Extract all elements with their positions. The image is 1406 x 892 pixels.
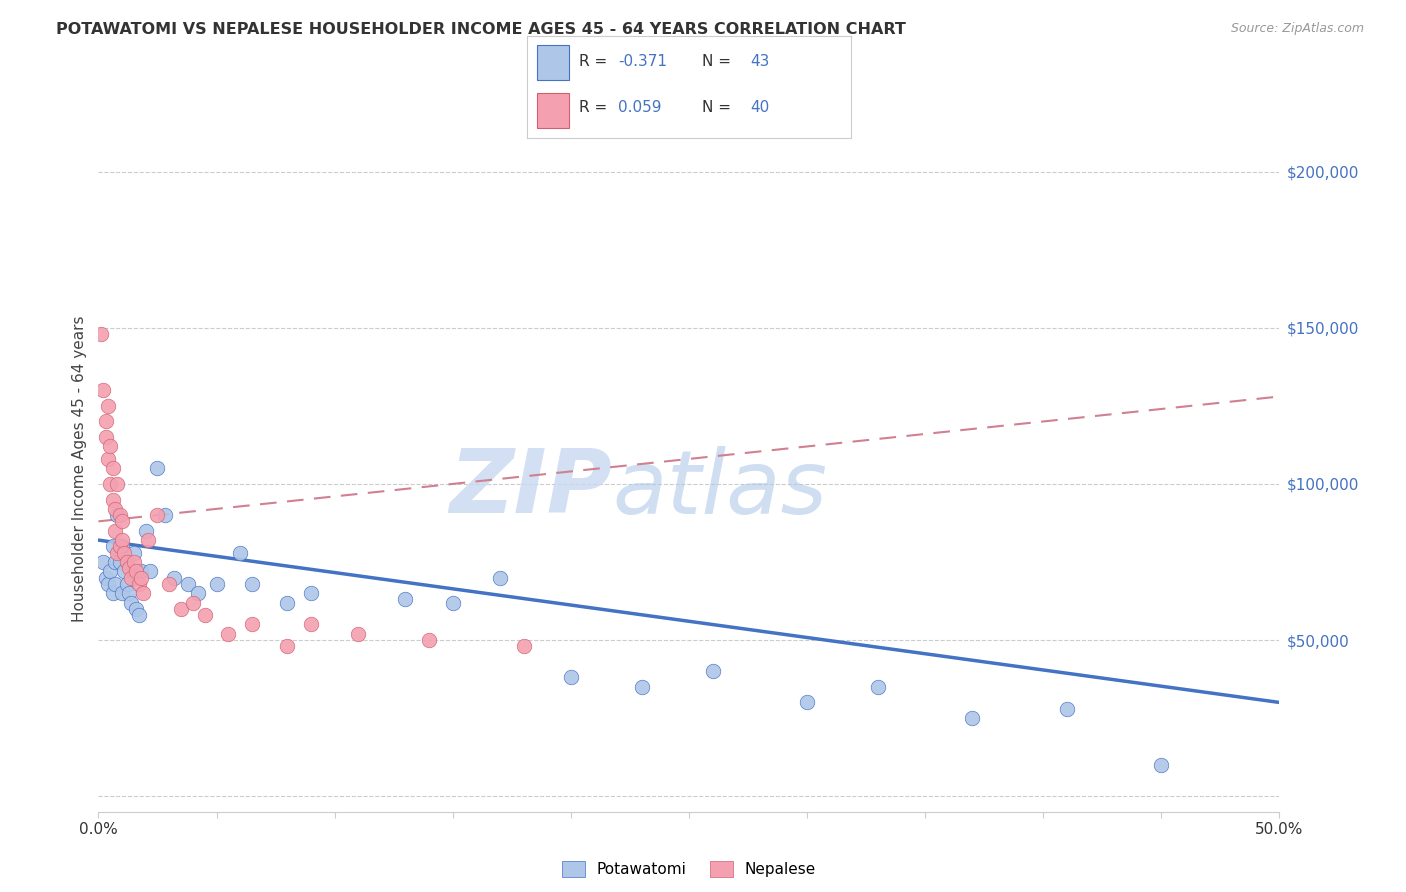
Point [136, 533, 159, 547]
Point [122, 555, 145, 569]
Point [139, 564, 162, 578]
Point [98, 440, 121, 453]
Point [157, 576, 180, 591]
Point [97, 399, 120, 413]
Text: -0.371: -0.371 [617, 54, 666, 70]
Point [132, 586, 155, 600]
Point [121, 596, 143, 610]
Point [97, 451, 120, 466]
Point [276, 596, 298, 610]
Point [347, 626, 370, 640]
Point [121, 571, 143, 585]
Text: Source: ZipAtlas.com: Source: ZipAtlas.com [1230, 22, 1364, 36]
Point [111, 514, 134, 528]
Point [135, 524, 157, 538]
Point [217, 626, 239, 640]
Point [240, 576, 263, 591]
Point [115, 576, 138, 591]
Point [1056, 701, 1078, 715]
Point [146, 461, 169, 475]
Point [441, 596, 464, 610]
Y-axis label: Householder Income Ages 45 - 64 years: Householder Income Ages 45 - 64 years [72, 315, 87, 622]
Point [866, 680, 889, 694]
Point [97, 576, 120, 591]
Point [105, 508, 128, 523]
Point [702, 664, 724, 678]
Point [118, 561, 141, 575]
Point [104, 501, 127, 516]
Point [125, 564, 148, 578]
Text: atlas: atlas [612, 446, 827, 532]
Point [163, 571, 186, 585]
Point [111, 586, 134, 600]
Point [105, 476, 128, 491]
Point [512, 639, 534, 653]
Point [128, 608, 150, 623]
Point [98, 564, 121, 578]
Point [205, 576, 228, 591]
Text: R =: R = [579, 101, 612, 115]
Point [122, 545, 145, 560]
Point [229, 545, 252, 560]
Point [101, 461, 124, 475]
Point [90, 326, 112, 341]
Point [1150, 758, 1173, 772]
Text: N =: N = [702, 101, 735, 115]
Point [108, 555, 131, 569]
Point [108, 508, 131, 523]
Point [630, 680, 652, 694]
Point [146, 508, 169, 523]
Point [489, 571, 512, 585]
Point [104, 555, 127, 569]
Point [796, 696, 818, 710]
Point [104, 576, 127, 591]
Point [153, 508, 176, 523]
Point [91, 555, 114, 569]
Point [108, 539, 131, 553]
Text: ZIP: ZIP [450, 445, 612, 533]
Point [299, 586, 322, 600]
Point [101, 539, 124, 553]
Point [181, 596, 204, 610]
Point [170, 601, 193, 615]
Point [98, 476, 121, 491]
Point [105, 545, 128, 560]
Point [112, 545, 135, 560]
Point [240, 617, 263, 632]
Point [118, 586, 141, 600]
Point [104, 524, 127, 538]
Point [125, 601, 148, 615]
Text: POTAWATOMI VS NEPALESE HOUSEHOLDER INCOME AGES 45 - 64 YEARS CORRELATION CHART: POTAWATOMI VS NEPALESE HOUSEHOLDER INCOM… [56, 22, 905, 37]
Point [115, 555, 138, 569]
Point [101, 586, 124, 600]
Point [94, 430, 117, 444]
FancyBboxPatch shape [537, 45, 569, 79]
Point [394, 592, 416, 607]
Point [418, 633, 440, 648]
Point [94, 571, 117, 585]
Point [94, 414, 117, 428]
Point [187, 586, 209, 600]
Point [111, 539, 134, 553]
Point [276, 639, 298, 653]
Point [91, 384, 114, 398]
Text: N =: N = [702, 54, 735, 70]
Point [299, 617, 322, 632]
Point [101, 492, 124, 507]
Legend: Potawatomi, Nepalese: Potawatomi, Nepalese [555, 855, 823, 883]
Point [112, 564, 135, 578]
Point [129, 571, 152, 585]
Point [962, 711, 984, 725]
Point [194, 608, 217, 623]
Point [129, 564, 152, 578]
Text: 40: 40 [751, 101, 769, 115]
FancyBboxPatch shape [537, 93, 569, 128]
Text: 0.059: 0.059 [617, 101, 661, 115]
Point [560, 671, 582, 685]
Point [111, 533, 134, 547]
Text: R =: R = [579, 54, 612, 70]
Point [177, 576, 200, 591]
Text: 43: 43 [751, 54, 769, 70]
Point [128, 576, 150, 591]
